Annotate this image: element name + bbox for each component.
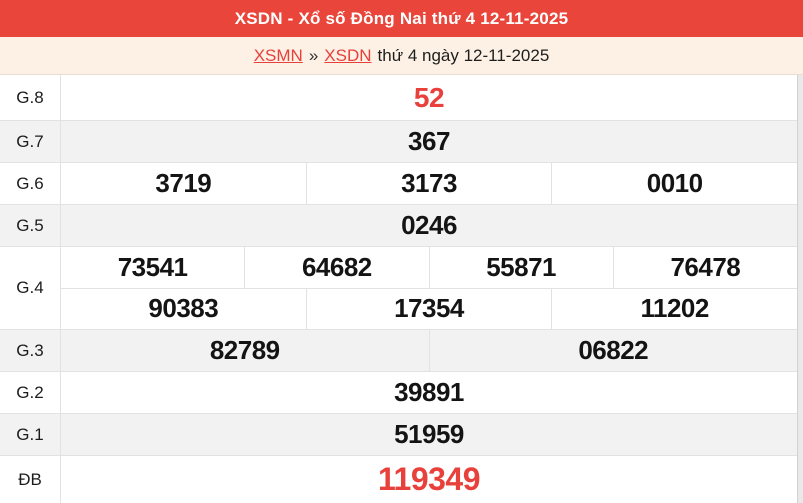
prize-label: G.2 (0, 372, 61, 413)
prize-number: 51959 (394, 419, 464, 449)
breadcrumb: XSMN » XSDN thứ 4 ngày 12-11-2025 (0, 37, 803, 75)
prize-number: 06822 (428, 330, 798, 371)
prize-number: 17354 (305, 288, 552, 329)
prize-label: G.5 (0, 205, 61, 246)
prize-number: 119349 (377, 461, 481, 497)
prize-number: 55871 (428, 247, 613, 288)
prize-number: 90383 (148, 293, 219, 324)
prize-number: 82789 (209, 335, 280, 365)
page-header: XSDN - Xổ số Đồng Nai thứ 4 12-11-2025 (0, 0, 803, 37)
breadcrumb-link-xsdn[interactable]: XSDN (324, 45, 372, 65)
prize-label: G.4 (0, 247, 61, 329)
results-table: G.8 52 G.7 367 G.6 3719 3173 0010 G.5 02… (0, 75, 797, 503)
prize-number: 64682 (244, 247, 428, 288)
prize-row-g2: G.2 39891 (0, 372, 797, 414)
prize-number: 0246 (401, 210, 457, 240)
prize-row-g8: G.8 52 (0, 75, 797, 121)
prize-label: G.3 (0, 330, 61, 371)
prize-number: 367 (408, 126, 450, 156)
prize-number: 76478 (612, 247, 797, 288)
breadcrumb-separator: » (308, 45, 319, 65)
scrollbar[interactable] (797, 75, 803, 503)
page-title: XSDN - Xổ số Đồng Nai thứ 4 12-11-2025 (234, 8, 569, 28)
prize-number: 0010 (551, 163, 797, 204)
prize-label: G.7 (0, 121, 61, 162)
prize-number: 11202 (551, 288, 797, 329)
prize-row-g6: G.6 3719 3173 0010 (0, 163, 797, 205)
prize-label: G.6 (0, 163, 61, 204)
prize-number: 39891 (394, 377, 464, 407)
breadcrumb-link-xsmn[interactable]: XSMN (253, 45, 303, 65)
prize-row-g1: G.1 51959 (0, 414, 797, 456)
prize-row-g5: G.5 0246 (0, 205, 797, 247)
prize-number: 3719 (155, 168, 212, 198)
prize-row-g4: G.4 73541 64682 55871 76478 90383 17354 … (0, 247, 797, 330)
prize-row-g7: G.7 367 (0, 121, 797, 163)
prize-row-db: ĐB 119349 (0, 456, 797, 503)
prize-label: G.8 (0, 75, 61, 120)
breadcrumb-date-text: thứ 4 ngày 12-11-2025 (377, 45, 550, 65)
prize-number: 73541 (117, 251, 188, 282)
prize-number: 3173 (305, 163, 552, 204)
prize-row-g3: G.3 82789 06822 (0, 330, 797, 372)
prize-label: G.1 (0, 414, 61, 455)
prize-label: ĐB (0, 456, 61, 503)
prize-number: 52 (413, 81, 445, 113)
